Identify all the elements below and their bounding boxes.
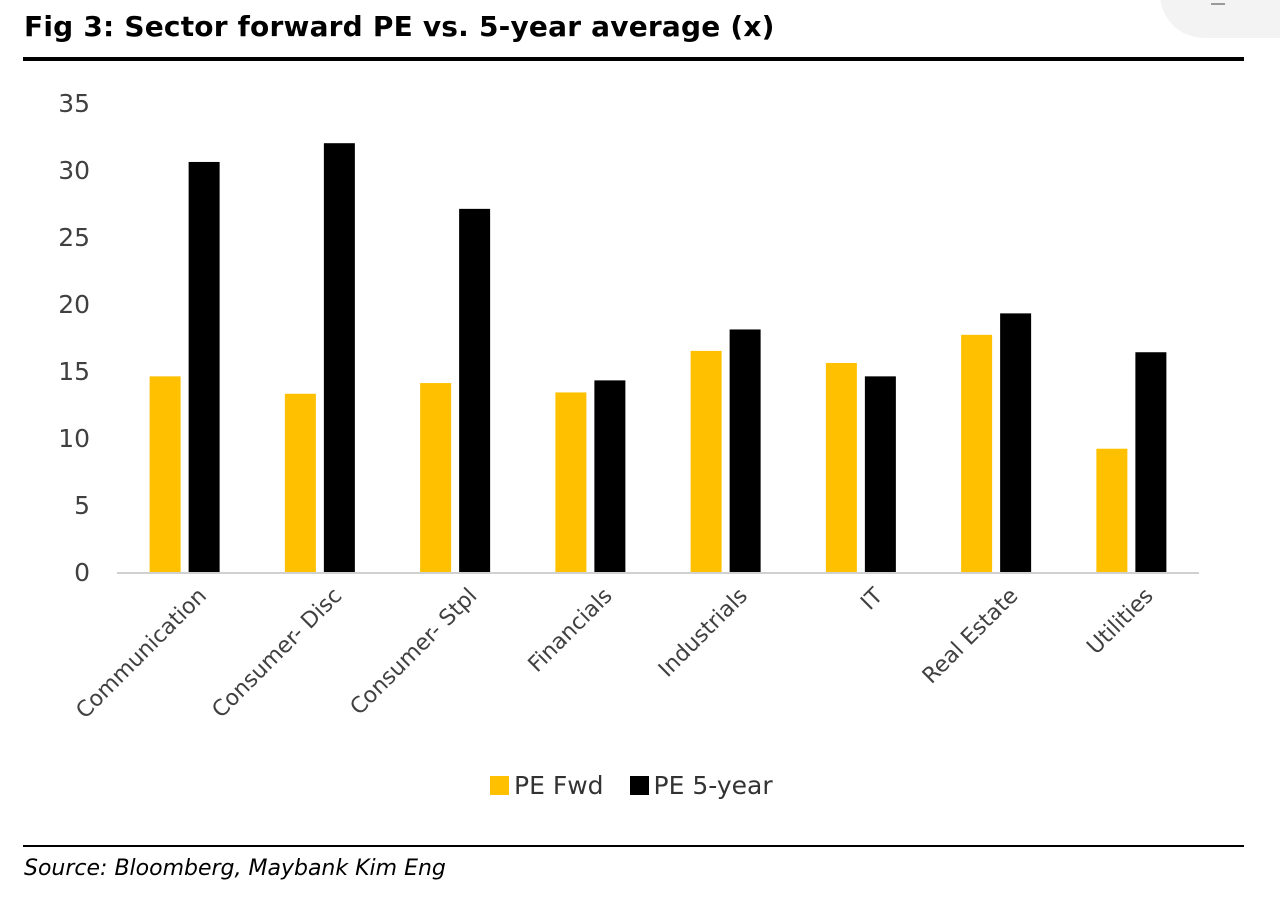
- bar-pe-5yr: [729, 329, 761, 572]
- x-category-label: Industrials: [654, 584, 753, 683]
- bar-pe-5yr: [459, 208, 491, 573]
- legend-swatch-pe-5yr: [629, 776, 649, 795]
- legend-swatch-pe-fwd: [490, 776, 509, 795]
- bar-pe-fwd: [555, 392, 587, 572]
- bar-pe-5yr: [1135, 352, 1167, 572]
- y-tick-label: 5: [74, 491, 90, 520]
- bar-pe-fwd: [284, 393, 316, 572]
- y-tick-label: 30: [58, 156, 90, 185]
- y-tick-label: 0: [74, 558, 90, 587]
- bar-pe-5yr: [594, 380, 626, 572]
- source-rule: [23, 845, 1244, 847]
- y-tick-label: 35: [58, 89, 90, 118]
- x-category-label: Utilities: [1082, 584, 1158, 660]
- chart-legend: PE Fwd PE 5-year: [490, 771, 799, 800]
- x-category-label: Financials: [524, 584, 618, 678]
- y-tick-label: 25: [58, 223, 90, 252]
- x-category-label: Real Estate: [918, 584, 1023, 689]
- y-tick-label: 15: [58, 357, 90, 386]
- bar-pe-5yr: [323, 143, 355, 572]
- source-note: Source: Bloomberg, Maybank Kim Eng: [24, 856, 446, 881]
- legend-label-pe-5yr: PE 5-year: [653, 771, 773, 800]
- legend-item-pe-5yr: PE 5-year: [629, 771, 773, 800]
- title-rule: [23, 57, 1244, 61]
- bar-pe-5yr: [188, 161, 220, 572]
- bar-pe-fwd: [420, 383, 452, 572]
- bar-pe-5yr: [1000, 313, 1032, 572]
- y-tick-label: 10: [58, 424, 90, 453]
- legend-label-pe-fwd: PE Fwd: [514, 771, 604, 800]
- x-category-label: Communication: [72, 584, 212, 724]
- corner-tab-mark: [1211, 3, 1225, 5]
- bar-pe-fwd: [825, 362, 857, 572]
- bar-pe-fwd: [690, 350, 722, 572]
- x-category-label: Consumer- Disc: [208, 584, 348, 724]
- x-category-label: Consumer- Stpl: [346, 584, 483, 721]
- figure-title: Fig 3: Sector forward PE vs. 5-year aver…: [24, 10, 775, 43]
- legend-item-pe-fwd: PE Fwd: [490, 771, 604, 800]
- bar-pe-fwd: [1096, 448, 1128, 572]
- bar-pe-5yr: [864, 376, 896, 572]
- x-category-label: IT: [856, 583, 888, 615]
- y-tick-label: 20: [58, 290, 90, 319]
- bar-pe-fwd: [149, 376, 181, 572]
- bar-pe-fwd: [961, 334, 993, 572]
